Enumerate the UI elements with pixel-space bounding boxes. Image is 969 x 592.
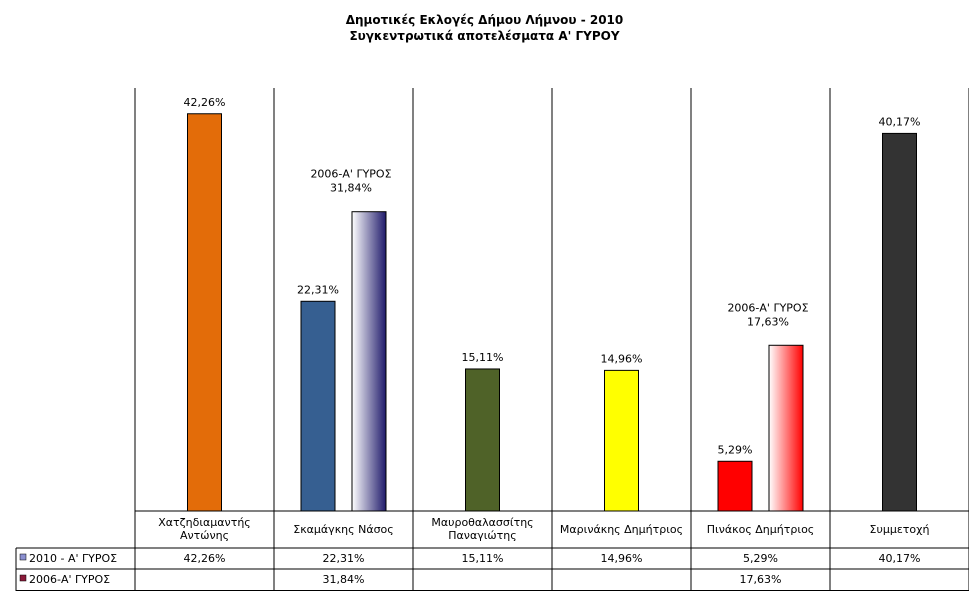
table-cell-2010: 42,26% <box>184 552 226 565</box>
data-label-2010: 5,29% <box>718 443 753 456</box>
data-label-2006-series: 2006-Α' ΓΥΡΟΣ <box>727 301 808 314</box>
table-cell-2010: 40,17% <box>879 552 921 565</box>
table-cell-2010: 14,96% <box>601 552 643 565</box>
data-label-2006: 31,84% <box>330 182 372 195</box>
chart-title-block: Δημοτικές Εκλογές Δήμου Λήμνου - 2010 Συ… <box>0 12 969 44</box>
bar-2010 <box>717 460 753 512</box>
chart-subtitle: Συγκεντρωτικά αποτελέσματα Α' ΓΥΡΟΥ <box>349 29 620 43</box>
chart-title: Δημοτικές Εκλογές Δήμου Λήμνου - 2010 <box>345 13 624 27</box>
table-cell-2006: 31,84% <box>323 573 365 586</box>
category-label: Συμμετοχή <box>870 523 930 536</box>
category-label: Πινάκος Δημήτριος <box>707 523 815 536</box>
data-label-2010: 15,11% <box>462 351 504 364</box>
legend-label-2010: 2010 - Α' ΓΥΡΟΣ <box>29 552 117 565</box>
bar-2010 <box>187 113 222 512</box>
category-label: Σκαμάγκης Νάσος <box>293 523 394 536</box>
data-label-2006-series: 2006-Α' ΓΥΡΟΣ <box>310 168 391 181</box>
bar-2010 <box>604 369 639 512</box>
legend-label-2006: 2006-Α' ΓΥΡΟΣ <box>29 573 110 586</box>
bar-2010 <box>465 368 500 512</box>
category-label: Μαρινάκης Δημήτριος <box>560 523 683 536</box>
legend-swatch-2010 <box>19 553 27 561</box>
data-label-2010: 14,96% <box>601 352 643 365</box>
category-label: Μαυροθαλασσίτης <box>431 516 533 529</box>
category-label: Παναγιώτης <box>448 529 516 542</box>
data-label-2010: 22,31% <box>297 283 339 296</box>
table-cell-2010: 22,31% <box>323 552 365 565</box>
category-label: Αντώνης <box>180 529 229 542</box>
bar-2006 <box>351 211 387 512</box>
table-cell-2010: 15,11% <box>462 552 504 565</box>
data-label-2010: 42,26% <box>184 96 226 109</box>
bar-2006 <box>768 344 804 512</box>
data-label-2010: 40,17% <box>879 115 921 128</box>
table-cell-2006: 17,63% <box>740 573 782 586</box>
bar-2010 <box>882 132 917 512</box>
data-label-2006: 17,63% <box>747 315 789 328</box>
table-cell-2010: 5,29% <box>743 552 778 565</box>
category-label: Χατζηδιαμαντής <box>158 516 251 529</box>
legend-swatch-2006 <box>19 574 27 582</box>
bar-2010 <box>300 300 336 512</box>
